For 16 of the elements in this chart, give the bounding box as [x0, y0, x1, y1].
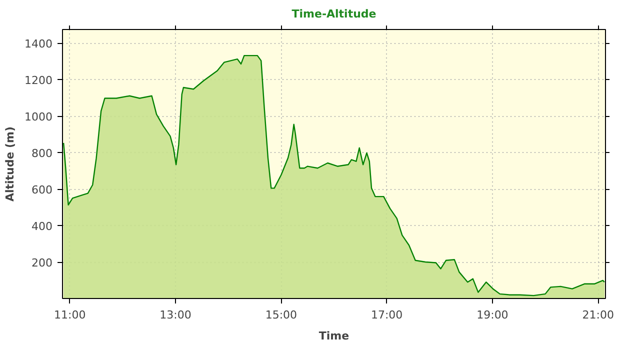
chart-title: Time-Altitude	[292, 8, 376, 20]
x-axis-title: Time	[318, 330, 350, 342]
x-tick-label: 11:00	[54, 308, 86, 322]
x-tick-label: 13:00	[160, 308, 192, 322]
x-tick-label: 17:00	[370, 308, 403, 322]
x-tick-label: 15:00	[265, 308, 298, 322]
y-tick-label: 200	[32, 256, 53, 270]
x-tick-label: 21:00	[582, 308, 614, 322]
y-tick-label: 400	[32, 220, 53, 234]
y-axis-title: Altitude (m)	[4, 126, 17, 202]
y-tick-label: 1400	[24, 38, 53, 51]
x-tick-label: 19:00	[476, 308, 508, 322]
y-tick-label: 1200	[24, 74, 53, 88]
y-tick-label: 600	[32, 184, 53, 197]
y-tick-label: 1000	[24, 110, 53, 124]
y-tick-label: 800	[32, 147, 53, 160]
